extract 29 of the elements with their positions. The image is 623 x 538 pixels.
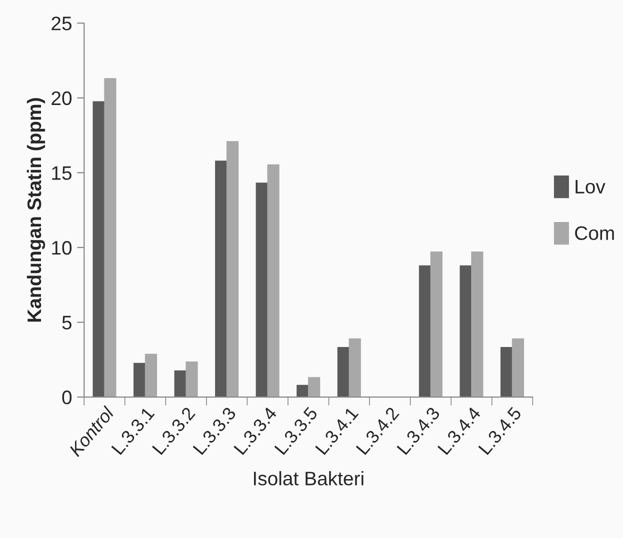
bar <box>104 78 116 398</box>
x-axis-title: Isolat Bakteri <box>254 471 364 486</box>
y-tick-label: 5 <box>62 316 72 330</box>
legend-label: Lov <box>576 180 606 194</box>
bar <box>460 265 472 398</box>
legend-label: Com <box>575 226 614 240</box>
bar <box>92 101 105 398</box>
bar <box>430 251 442 398</box>
bar <box>267 164 280 398</box>
bar <box>500 347 513 398</box>
bar <box>256 182 268 398</box>
bar <box>186 362 198 398</box>
bar <box>215 160 228 398</box>
y-axis-title: Kandungan Statin (ppm) <box>26 98 46 322</box>
y-tick-label: 15 <box>52 166 72 180</box>
bar <box>296 384 309 398</box>
bar <box>226 141 239 398</box>
bar <box>144 354 158 398</box>
y-tick-label: 20 <box>52 91 72 106</box>
y-tick-label: 0 <box>62 390 72 404</box>
y-tick-label: 10 <box>52 240 72 255</box>
bar <box>512 338 524 398</box>
bar <box>471 251 484 398</box>
bar <box>308 377 320 398</box>
bar <box>134 362 146 398</box>
bar <box>348 338 361 398</box>
bar <box>418 265 432 398</box>
bar <box>337 347 350 398</box>
y-tick-label: 25 <box>52 16 72 30</box>
